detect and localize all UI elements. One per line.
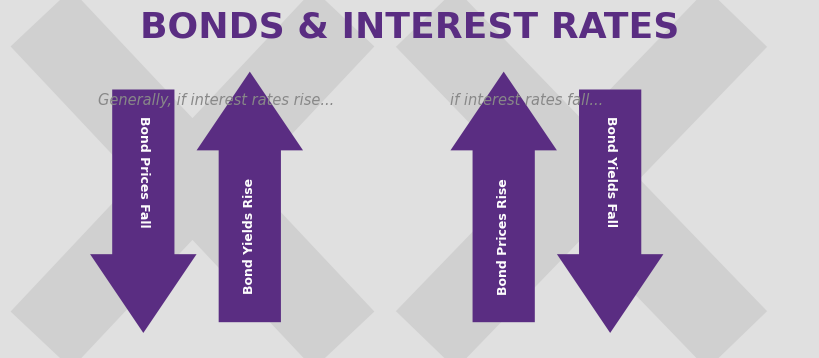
Text: Generally, if interest rates rise...: Generally, if interest rates rise... [98,93,334,108]
Polygon shape [450,72,557,322]
Polygon shape [557,90,663,333]
Text: BONDS & INTEREST RATES: BONDS & INTEREST RATES [140,11,679,45]
Text: Bond Prices Rise: Bond Prices Rise [497,178,510,295]
Text: if interest rates fall...: if interest rates fall... [450,93,604,108]
Text: Bond Yields Fall: Bond Yields Fall [604,116,617,227]
Text: Bond Yields Rise: Bond Yields Rise [243,178,256,294]
Polygon shape [197,72,303,322]
Text: Bond Prices Fall: Bond Prices Fall [137,116,150,228]
Polygon shape [90,90,197,333]
